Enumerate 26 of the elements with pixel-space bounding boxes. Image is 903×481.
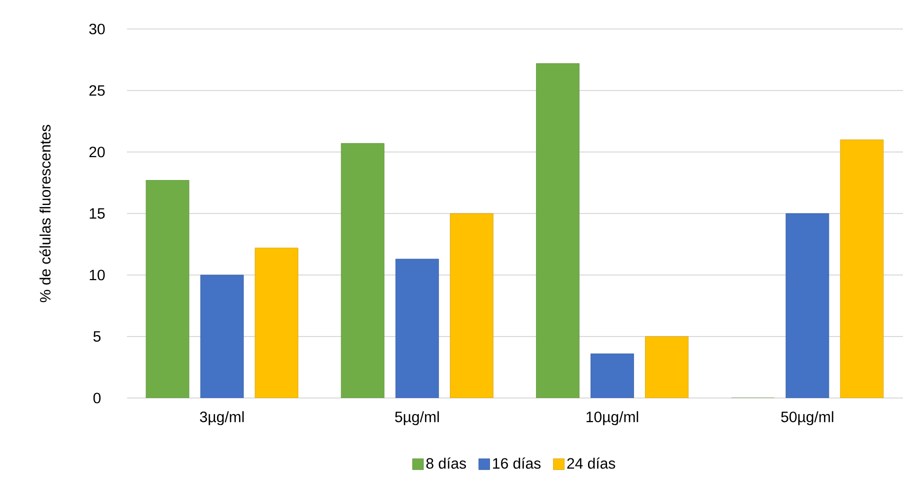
y-tick-label: 20 [89,146,105,158]
bar [840,140,884,398]
y-axis-title: % de células fluorescentes [39,124,51,302]
x-tick-label: 5µg/ml [395,411,439,426]
bar [200,274,244,398]
y-tick-label: 15 [90,208,105,219]
x-tick-label: 10µg/ml [586,411,638,426]
y-tick-label: 25 [89,85,105,96]
bar [340,143,384,398]
bar [146,180,190,398]
bar [590,354,634,398]
x-tick-label: 3µg/ml [200,411,244,426]
legend-label: 8 días [426,458,466,469]
bar [254,248,298,398]
bar [536,63,580,398]
bar [645,336,688,398]
bar [786,213,830,398]
legend-label: 24 días [567,458,616,469]
bar [450,213,494,398]
legend-label: 16 días [493,458,541,469]
bar [395,258,439,398]
x-tick-label: 50µg/ml [781,411,834,426]
y-tick-label: 30 [89,24,105,34]
y-tick-label: 5 [93,331,101,342]
y-tick-label: 10 [90,270,105,280]
y-tick-label: 0 [93,392,101,404]
